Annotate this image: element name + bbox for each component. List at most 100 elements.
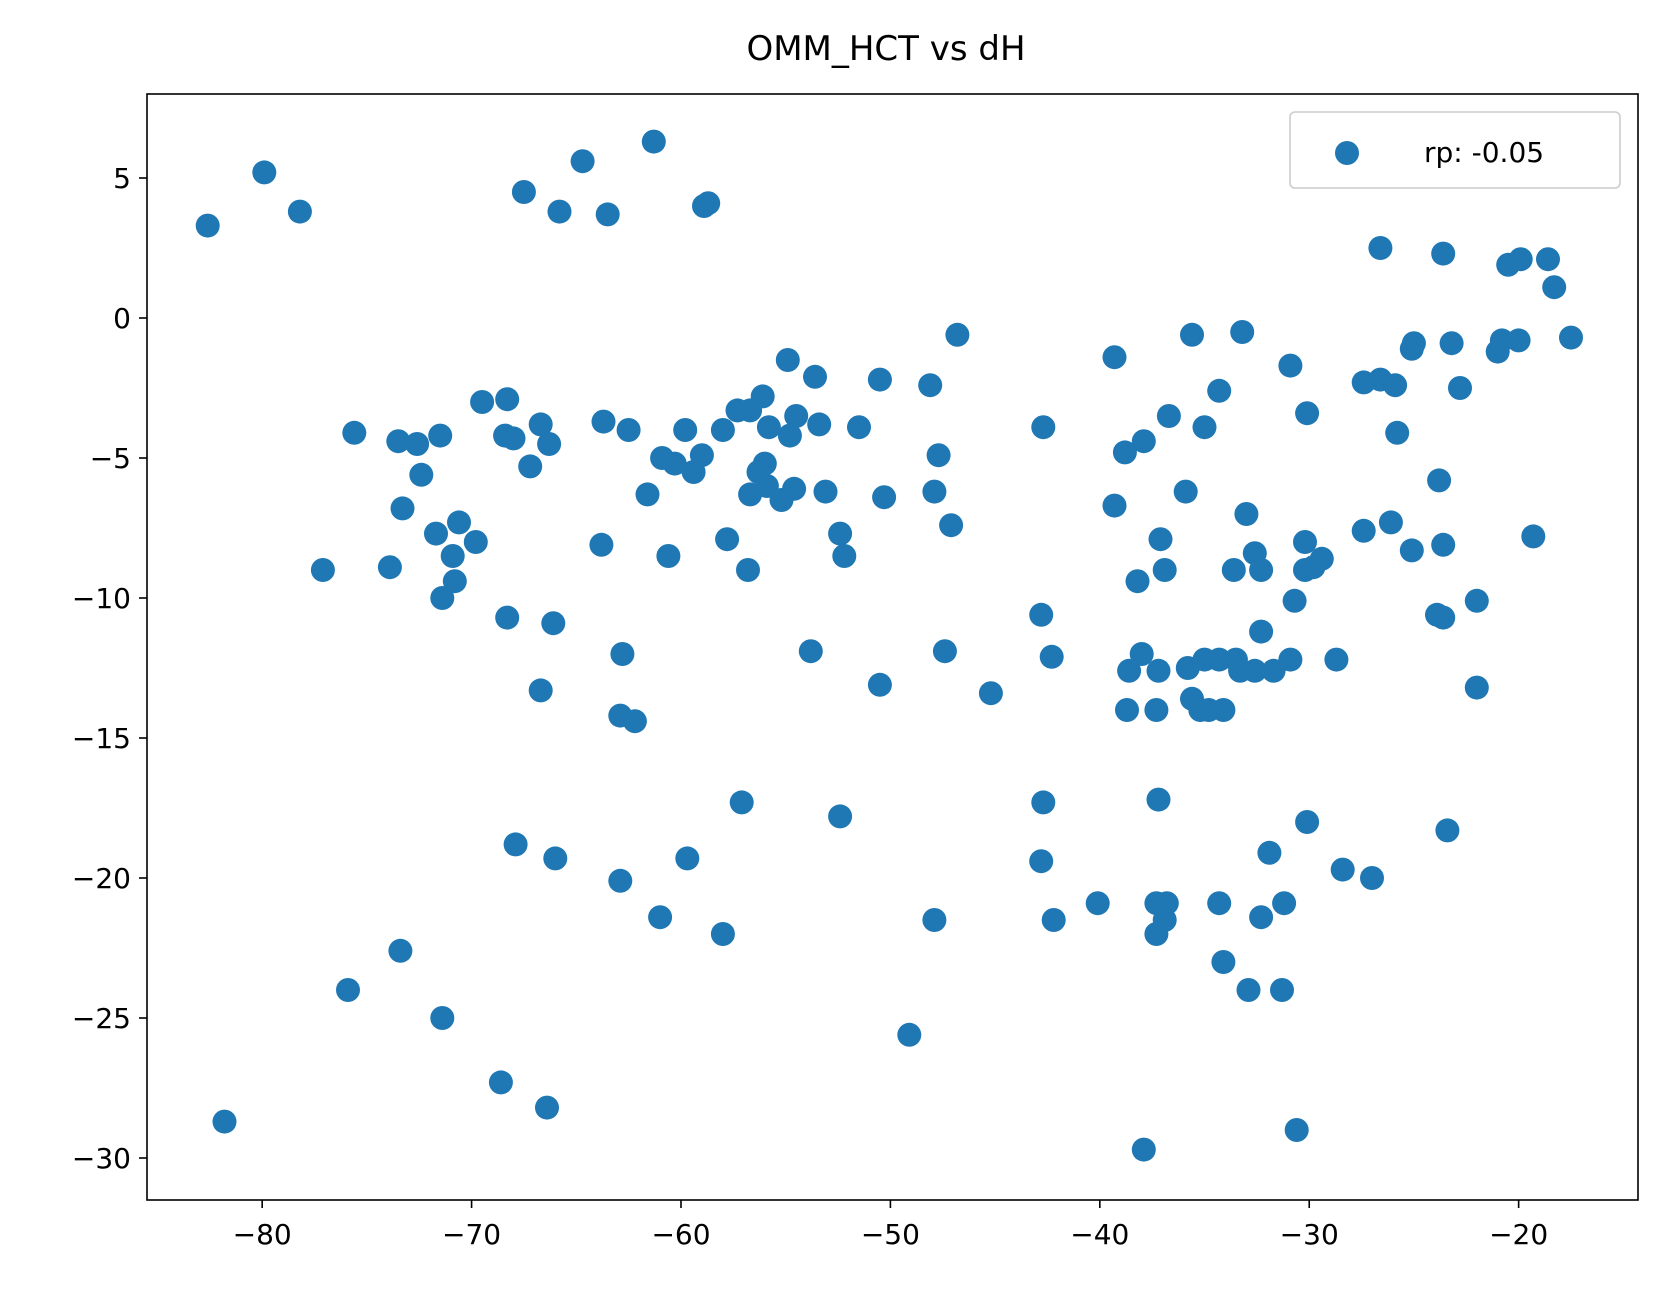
legend: rp: -0.05 bbox=[1289, 111, 1621, 189]
data-point bbox=[537, 432, 562, 456]
data-point bbox=[610, 642, 635, 666]
points-layer bbox=[195, 129, 1583, 1162]
data-point bbox=[442, 569, 467, 594]
data-point bbox=[543, 846, 568, 871]
data-point bbox=[867, 672, 892, 697]
data-point bbox=[1102, 493, 1127, 518]
x-tick-label: −60 bbox=[651, 1218, 710, 1251]
x-tick-label: −70 bbox=[442, 1218, 501, 1251]
data-point bbox=[591, 409, 616, 434]
data-point bbox=[342, 420, 367, 445]
data-point bbox=[897, 1022, 922, 1047]
data-point bbox=[1211, 950, 1236, 974]
data-point bbox=[782, 476, 807, 501]
data-point bbox=[1131, 1137, 1156, 1162]
data-point bbox=[1234, 502, 1259, 526]
data-point bbox=[710, 418, 735, 442]
data-point bbox=[535, 1095, 559, 1120]
data-point bbox=[1278, 647, 1303, 672]
data-point bbox=[1112, 440, 1137, 465]
data-point bbox=[662, 451, 687, 476]
data-point bbox=[656, 544, 681, 568]
data-point bbox=[978, 681, 1003, 706]
data-point bbox=[1284, 1118, 1309, 1142]
data-point bbox=[1173, 479, 1198, 504]
data-point bbox=[1330, 857, 1355, 882]
data-point bbox=[832, 544, 857, 568]
data-point bbox=[409, 462, 434, 487]
data-point bbox=[729, 790, 754, 815]
legend-label: rp: -0.05 bbox=[1424, 136, 1544, 169]
data-point bbox=[1115, 698, 1139, 722]
data-point bbox=[1278, 353, 1303, 378]
data-point bbox=[463, 530, 488, 554]
data-point bbox=[1309, 546, 1334, 571]
data-point bbox=[1041, 908, 1066, 932]
data-point bbox=[1360, 866, 1384, 890]
data-point bbox=[750, 384, 775, 409]
y-tick-label: 0 bbox=[113, 302, 131, 335]
data-point bbox=[1242, 658, 1267, 683]
data-point bbox=[922, 908, 947, 932]
data-point bbox=[1192, 415, 1217, 440]
data-point bbox=[440, 544, 465, 568]
data-point bbox=[689, 443, 714, 468]
data-point bbox=[488, 1070, 513, 1095]
data-point bbox=[673, 418, 698, 442]
chart-title: OMM_HCT vs dH bbox=[746, 29, 1025, 69]
data-point bbox=[828, 804, 853, 829]
data-point bbox=[872, 485, 897, 510]
data-point bbox=[1230, 320, 1255, 344]
data-point bbox=[1385, 420, 1410, 445]
data-point bbox=[1464, 675, 1489, 700]
data-point bbox=[1282, 588, 1307, 613]
data-point bbox=[1506, 328, 1531, 353]
data-point bbox=[428, 423, 453, 448]
data-point bbox=[1129, 642, 1154, 666]
data-point bbox=[1257, 840, 1282, 865]
data-point bbox=[932, 639, 957, 664]
data-point bbox=[1378, 510, 1403, 535]
data-point bbox=[541, 611, 566, 636]
data-point bbox=[710, 922, 735, 946]
data-point bbox=[648, 905, 673, 930]
data-point bbox=[1542, 275, 1567, 300]
data-point bbox=[252, 160, 277, 185]
data-point bbox=[1207, 647, 1232, 672]
data-point bbox=[641, 129, 666, 154]
data-point bbox=[424, 521, 448, 546]
y-tick-label: 5 bbox=[113, 162, 131, 195]
data-point bbox=[1152, 908, 1177, 932]
data-point bbox=[715, 527, 740, 552]
x-tick-label: −30 bbox=[1280, 1218, 1339, 1251]
data-point bbox=[608, 868, 633, 893]
data-point bbox=[430, 586, 455, 610]
data-point bbox=[470, 390, 495, 414]
data-point bbox=[1207, 378, 1232, 403]
data-point bbox=[1031, 415, 1056, 440]
data-point bbox=[1221, 558, 1246, 582]
data-point bbox=[784, 404, 809, 428]
data-point bbox=[1148, 527, 1173, 552]
data-point bbox=[1039, 644, 1064, 669]
data-point bbox=[1272, 891, 1297, 916]
data-point bbox=[1031, 790, 1056, 815]
y-tick-label: −15 bbox=[72, 722, 131, 755]
data-point bbox=[798, 639, 823, 664]
data-point bbox=[775, 348, 800, 372]
y-tick-label: −5 bbox=[90, 442, 131, 475]
data-point bbox=[1270, 978, 1294, 1002]
data-point bbox=[622, 709, 647, 734]
data-point bbox=[1401, 331, 1426, 356]
data-point bbox=[1324, 647, 1349, 672]
data-point bbox=[1152, 558, 1177, 582]
data-point bbox=[939, 513, 964, 538]
y-tick-label: −20 bbox=[72, 862, 131, 895]
legend-marker bbox=[1335, 141, 1359, 165]
data-point bbox=[945, 322, 970, 347]
data-point bbox=[589, 532, 614, 557]
data-point bbox=[570, 149, 595, 174]
data-point bbox=[1295, 810, 1320, 834]
